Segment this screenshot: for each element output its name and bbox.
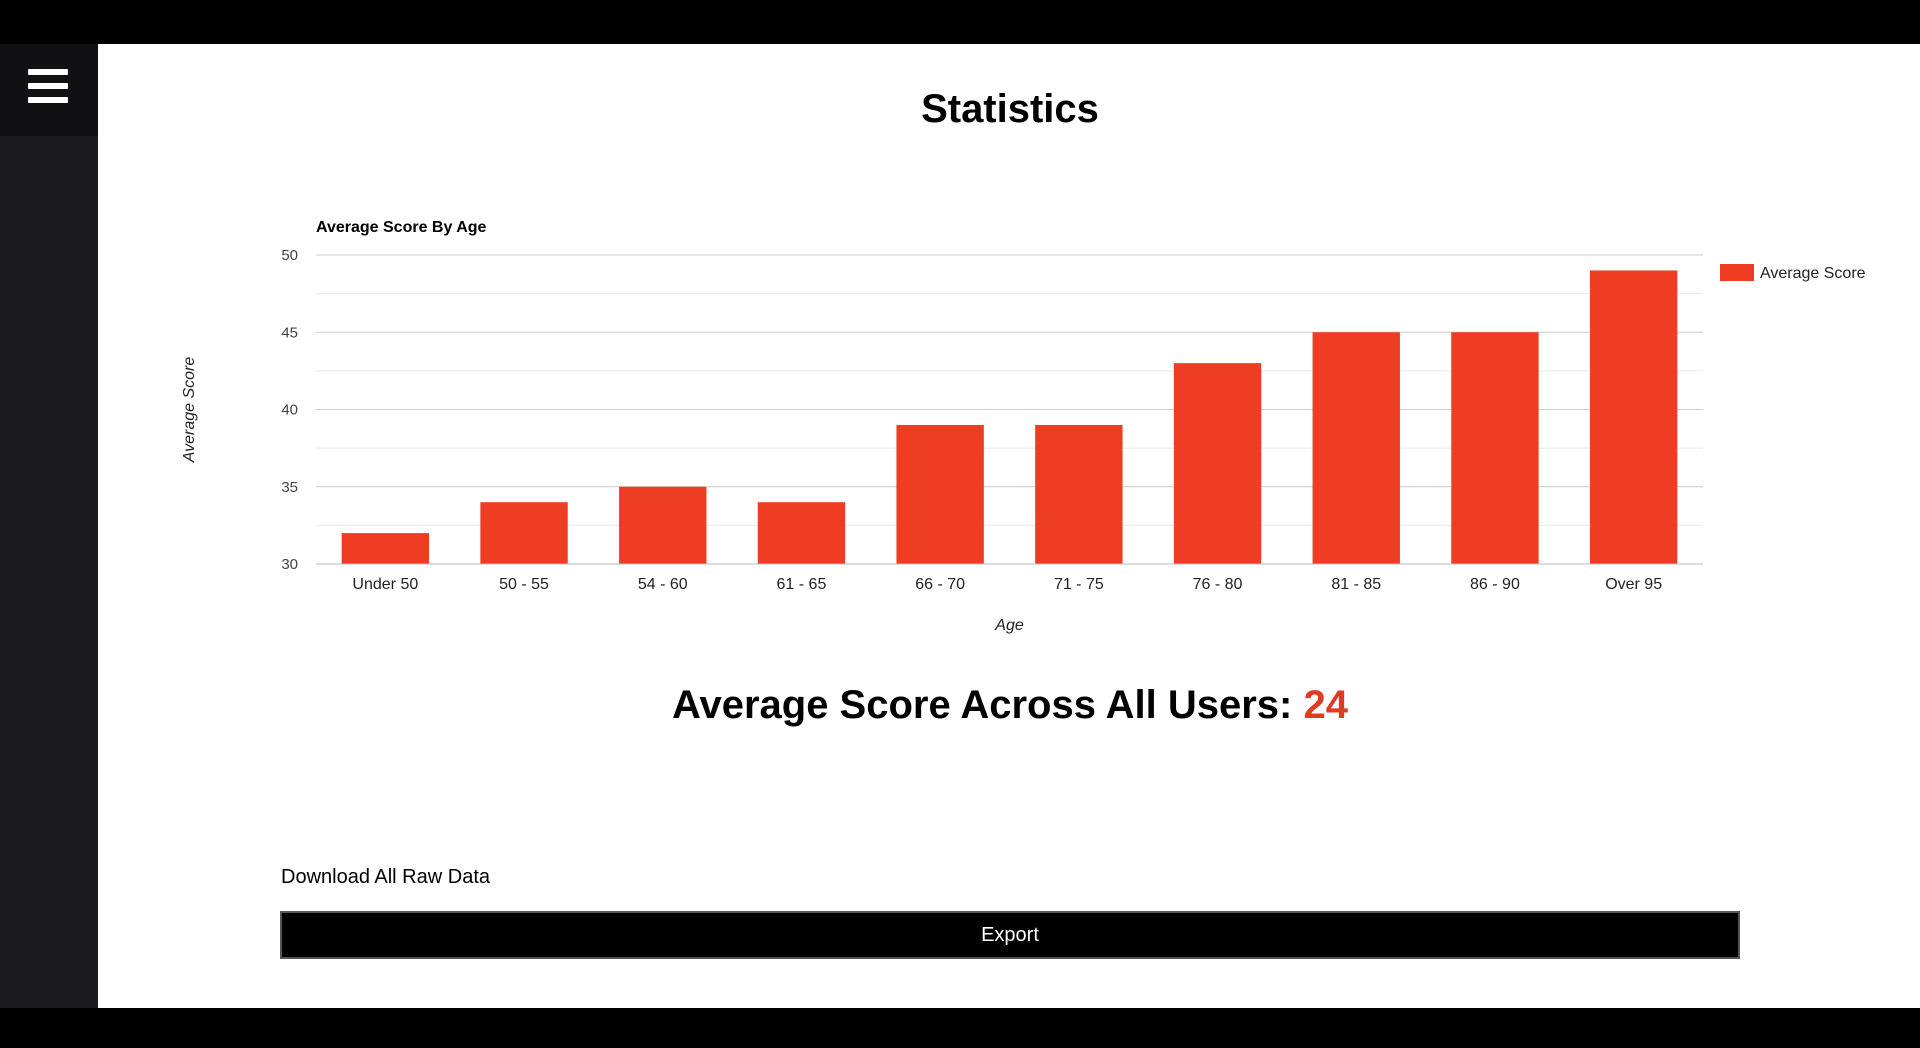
bar-over-95 xyxy=(1589,270,1678,564)
bar-86-90 xyxy=(1451,332,1539,564)
page-title: Statistics xyxy=(921,87,1099,131)
average-score-summary: Average Score Across All Users: 24 xyxy=(98,680,1920,730)
menu-icon-bar xyxy=(28,97,68,103)
download-raw-data-label: Download All Raw Data xyxy=(281,866,490,888)
x-tick-label: 61 - 65 xyxy=(777,576,827,593)
y-tick-label: 40 xyxy=(281,402,298,419)
main-content: Statistics Average Score By Age 30 35 40 45 5… xyxy=(98,44,1920,1008)
x-tick-label: 76 - 80 xyxy=(1193,576,1243,593)
x-tick-label: 71 - 75 xyxy=(1054,576,1104,593)
legend-swatch xyxy=(1720,264,1754,281)
sidebar xyxy=(0,44,98,1008)
menu-icon-bar xyxy=(28,69,68,75)
average-score-value: 24 xyxy=(1303,683,1348,727)
x-tick-label: Under 50 xyxy=(352,576,418,593)
bar-54-60 xyxy=(619,486,707,564)
bar-76-80 xyxy=(1173,363,1262,564)
legend-label: Average Score xyxy=(1760,265,1866,282)
x-tick-label: 81 - 85 xyxy=(1331,576,1381,593)
x-tick-label: 54 - 60 xyxy=(638,576,688,593)
bar-81-85 xyxy=(1312,332,1400,564)
y-tick-label: 35 xyxy=(281,479,298,496)
y-axis-label: Average Score xyxy=(181,357,198,464)
y-tick-label: 45 xyxy=(281,324,298,341)
x-tick-label: 86 - 90 xyxy=(1470,576,1520,593)
bar-71-75 xyxy=(1035,424,1123,564)
y-tick-label: 50 xyxy=(281,247,298,264)
chart-title: Average Score By Age xyxy=(316,219,487,236)
average-score-summary-label: Average Score Across All Users: xyxy=(672,683,1304,727)
x-tick-label: 50 - 55 xyxy=(499,576,549,593)
bar-50-55 xyxy=(480,502,568,564)
bar-61-65 xyxy=(757,502,846,564)
bar-under-50 xyxy=(341,533,430,564)
x-tick-label: Over 95 xyxy=(1605,576,1662,593)
x-tick-label: 66 - 70 xyxy=(915,576,965,593)
menu-icon-bar xyxy=(28,83,68,89)
menu-button[interactable] xyxy=(0,44,98,136)
x-axis-label: Age xyxy=(994,617,1024,634)
bar-66-70 xyxy=(896,424,984,564)
y-tick-label: 30 xyxy=(281,556,298,573)
average-score-by-age-chart: Average Score By Age 30 35 40 45 50 Under 50 50… xyxy=(181,219,1866,634)
export-button[interactable]: Export xyxy=(280,911,1740,959)
